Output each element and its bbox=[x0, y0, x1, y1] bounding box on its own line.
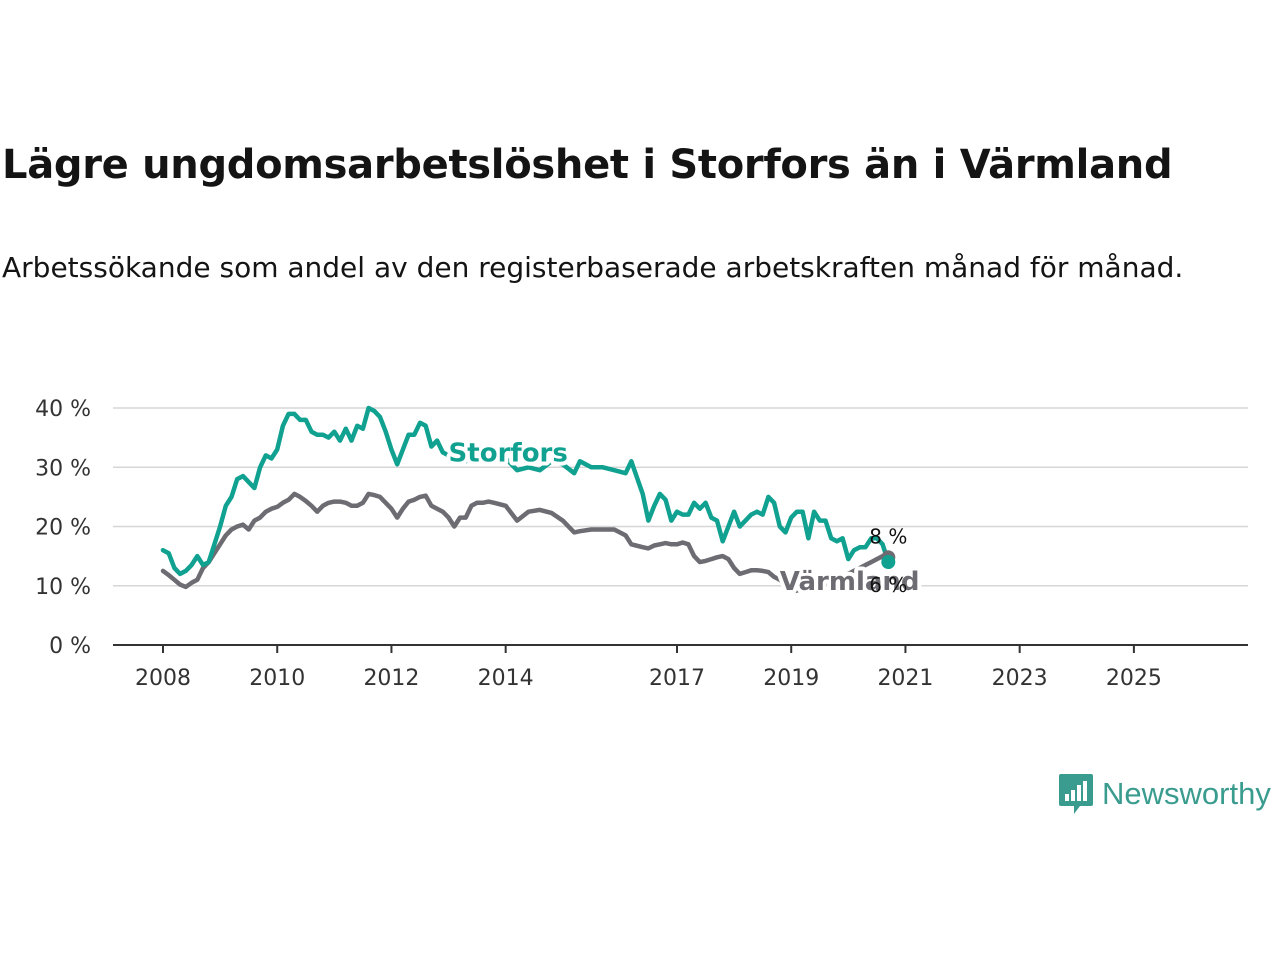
x-tick-label: 2010 bbox=[249, 666, 305, 691]
line-chart: 0 % 10 % 20 % 30 % 40 % 2008 2010 2012 2014 2017… bbox=[35, 397, 1248, 691]
x-tick-label: 2012 bbox=[363, 666, 419, 691]
series-label-varmland: Värmland bbox=[780, 567, 920, 597]
series-labels: Storfors Värmland 8 % 6 % bbox=[445, 434, 924, 601]
y-tick-label: 0 % bbox=[49, 634, 91, 659]
series-line-storfors bbox=[160, 405, 891, 577]
x-tick-label: 2019 bbox=[763, 666, 819, 691]
x-tick-label: 2025 bbox=[1106, 666, 1162, 691]
end-value-label-storfors: 6 % bbox=[869, 573, 907, 597]
end-value-label-varmland: 8 % bbox=[869, 524, 907, 548]
chart-subtitle: Arbetssökande som andel av den registerb… bbox=[2, 251, 1184, 284]
series-line-vrmland bbox=[160, 491, 891, 594]
brand-name: Newsworthy bbox=[1102, 776, 1271, 811]
series-label-storfors: Storfors bbox=[449, 438, 568, 468]
x-tick-label: 2014 bbox=[478, 666, 534, 691]
chart-speech-bubble-icon bbox=[1059, 774, 1093, 814]
x-tick-label: 2023 bbox=[992, 666, 1048, 691]
newsworthy-logo: Newsworthy bbox=[1058, 772, 1271, 816]
x-tick-label: 2008 bbox=[135, 666, 191, 691]
y-tick-label: 20 % bbox=[35, 516, 91, 541]
grid-lines bbox=[113, 407, 1248, 587]
y-tick-label: 30 % bbox=[35, 456, 91, 481]
x-tick-label: 2021 bbox=[877, 666, 933, 691]
x-axis: 2008 2010 2012 2014 2017 2019 2021 2023 2025 bbox=[113, 644, 1248, 691]
end-point-storfors bbox=[881, 555, 896, 570]
y-tick-label: 40 % bbox=[35, 397, 91, 422]
chart-title: Lägre ungdomsarbetslöshet i Storfors än … bbox=[2, 142, 1173, 188]
y-tick-label: 10 % bbox=[35, 575, 91, 600]
y-axis: 0 % 10 % 20 % 30 % 40 % bbox=[35, 397, 91, 659]
x-tick-label: 2017 bbox=[649, 666, 705, 691]
series-lines bbox=[160, 405, 891, 594]
